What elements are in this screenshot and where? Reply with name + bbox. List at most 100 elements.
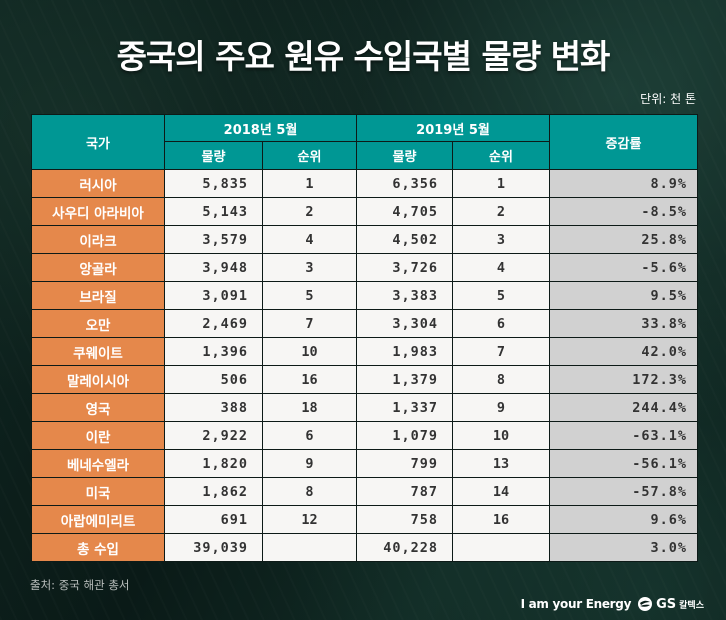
rank-2019-cell: 4 [452, 253, 550, 282]
country-cell: 러시아 [31, 169, 165, 198]
volume-2019-cell: 3,304 [356, 309, 453, 338]
country-cell: 영국 [31, 393, 165, 422]
volume-2018-cell: 2,469 [164, 309, 263, 338]
volume-2018-cell: 5,835 [164, 169, 263, 198]
rank-2018-cell: 16 [262, 365, 357, 394]
volume-2018-cell: 1,820 [164, 449, 263, 478]
country-cell: 베네수엘라 [31, 449, 165, 478]
header-rank-2018: 순위 [262, 141, 357, 170]
table-row: 앙골라 3,948 3 3,726 4 -5.6% [31, 253, 698, 282]
rank-2018-cell: 7 [262, 309, 357, 338]
volume-2019-cell: 3,383 [356, 281, 453, 310]
gs-caltex-logo: GS 칼텍스 [637, 596, 704, 612]
rank-2018-cell: 8 [262, 477, 357, 506]
volume-2019-cell: 1,079 [356, 421, 453, 450]
country-cell: 앙골라 [31, 253, 165, 282]
rank-2019-cell: 16 [452, 505, 550, 534]
volume-2018-cell: 5,143 [164, 197, 263, 226]
rank-2018-cell: 6 [262, 421, 357, 450]
volume-2018-cell: 3,948 [164, 253, 263, 282]
header-2019-may: 2019년 5월 [356, 114, 550, 142]
rank-2018-cell: 18 [262, 393, 357, 422]
country-cell: 사우디 아라비아 [31, 197, 165, 226]
header-country: 국가 [31, 114, 165, 170]
rank-2019-cell: 2 [452, 197, 550, 226]
header-rank-2019: 순위 [452, 141, 550, 170]
volume-2019-cell: 1,983 [356, 337, 453, 366]
rank-2018-cell: 12 [262, 505, 357, 534]
volume-2019-cell: 40,228 [356, 533, 453, 562]
country-cell: 아랍에미리트 [31, 505, 165, 534]
unit-label: 단위: 천 톤 [640, 92, 696, 106]
volume-2018-cell: 1,862 [164, 477, 263, 506]
rank-2018-cell: 5 [262, 281, 357, 310]
change-rate-cell: 42.0% [549, 337, 698, 366]
change-rate-cell: 8.9% [549, 169, 698, 198]
country-cell: 이라크 [31, 225, 165, 254]
rank-2019-cell: 10 [452, 421, 550, 450]
rank-2019-cell: 1 [452, 169, 550, 198]
table-row: 아랍에미리트 691 12 758 16 9.6% [31, 505, 698, 534]
change-rate-cell: 244.4% [549, 393, 698, 422]
table-row: 말레이시아 506 16 1,379 8 172.3% [31, 365, 698, 394]
rank-2019-cell: 3 [452, 225, 550, 254]
page-title: 중국의 주요 원유 수입국별 물량 변화 [116, 37, 611, 76]
change-rate-cell: -57.8% [549, 477, 698, 506]
table-body: 러시아 5,835 1 6,356 1 8.9% 사우디 아라비아 5,143 2 4,705 2-… [31, 169, 698, 562]
country-cell: 오만 [31, 309, 165, 338]
volume-2019-cell: 4,502 [356, 225, 453, 254]
table-row: 총 수입 39,039 40,228 3.0% [31, 533, 698, 562]
rank-2018-cell [262, 533, 357, 562]
table-row: 쿠웨이트 1,396 10 1,983 7 42.0% [31, 337, 698, 366]
volume-2019-cell: 4,705 [356, 197, 453, 226]
country-cell: 쿠웨이트 [31, 337, 165, 366]
volume-2018-cell: 506 [164, 365, 263, 394]
table-row: 베네수엘라 1,820 9 799 13 -56.1% [31, 449, 698, 478]
rank-2019-cell: 5 [452, 281, 550, 310]
header-2018-may: 2018년 5월 [164, 114, 357, 142]
table-row: 오만 2,469 7 3,304 6 33.8% [31, 309, 698, 338]
header-volume-2018: 물량 [164, 141, 263, 170]
table-row: 영국 388 18 1,337 9 244.4% [31, 393, 698, 422]
change-rate-cell: 25.8% [549, 225, 698, 254]
rank-2019-cell: 9 [452, 393, 550, 422]
country-cell: 말레이시아 [31, 365, 165, 394]
country-cell: 총 수입 [31, 533, 165, 562]
rank-2018-cell: 3 [262, 253, 357, 282]
rank-2018-cell: 1 [262, 169, 357, 198]
gs-logo-icon [638, 597, 653, 611]
rank-2019-cell: 14 [452, 477, 550, 506]
rank-2018-cell: 2 [262, 197, 357, 226]
change-rate-cell: 3.0% [549, 533, 698, 562]
table-row: 이란 2,922 6 1,079 10 -63.1% [31, 421, 698, 450]
change-rate-cell: 172.3% [549, 365, 698, 394]
rank-2019-cell: 8 [452, 365, 550, 394]
volume-2018-cell: 2,922 [164, 421, 263, 450]
change-rate-cell: 9.6% [549, 505, 698, 534]
header-volume-2019: 물량 [356, 141, 453, 170]
table-row: 이라크 3,579 4 4,502 3 25.8% [31, 225, 698, 254]
change-rate-cell: -63.1% [549, 421, 698, 450]
rank-2019-cell: 13 [452, 449, 550, 478]
brand-slogan: I am your Energy [520, 597, 632, 611]
volume-2018-cell: 39,039 [164, 533, 263, 562]
change-rate-cell: -56.1% [549, 449, 698, 478]
volume-2019-cell: 758 [356, 505, 453, 534]
volume-2018-cell: 388 [164, 393, 263, 422]
volume-2018-cell: 691 [164, 505, 263, 534]
table-row: 브라질 3,091 5 3,383 5 9.5% [31, 281, 698, 310]
volume-2019-cell: 799 [356, 449, 453, 478]
header-change-rate: 증감률 [549, 114, 698, 170]
rank-2019-cell: 7 [452, 337, 550, 366]
volume-2019-cell: 6,356 [356, 169, 453, 198]
table-row: 러시아 5,835 1 6,356 1 8.9% [31, 169, 698, 198]
volume-2019-cell: 1,379 [356, 365, 453, 394]
volume-2018-cell: 1,396 [164, 337, 263, 366]
country-cell: 미국 [31, 477, 165, 506]
rank-2019-cell: 6 [452, 309, 550, 338]
logo-subtext: 칼텍스 [679, 600, 704, 611]
rank-2018-cell: 10 [262, 337, 357, 366]
brand-footer: I am your Energy GS 칼텍스 [521, 596, 704, 612]
table-row: 사우디 아라비아 5,143 2 4,705 2 -8.5% [31, 197, 698, 226]
volume-2019-cell: 787 [356, 477, 453, 506]
